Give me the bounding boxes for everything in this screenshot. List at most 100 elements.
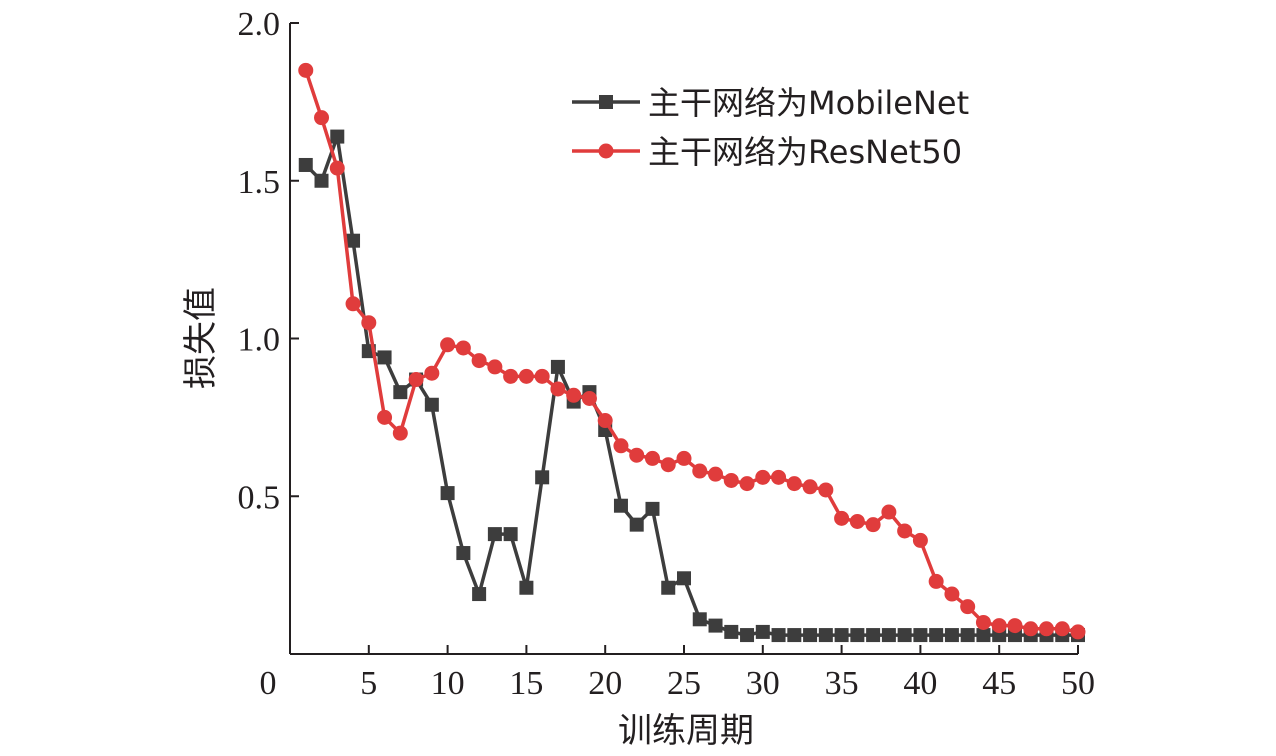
- data-point: [818, 628, 833, 643]
- y-tick-label: 1.5: [238, 164, 281, 201]
- data-point: [881, 628, 896, 643]
- data-point: [960, 599, 976, 615]
- y-axis-title: 损失值: [181, 287, 221, 389]
- data-point: [975, 614, 991, 630]
- data-point: [960, 628, 975, 643]
- data-point: [739, 476, 755, 492]
- tick-labels: 0 5 10 15 20 25 30 35 40 45 50 0.5 1.0 1.5 2.0: [238, 6, 1096, 702]
- data-point: [645, 501, 660, 516]
- data-point: [912, 532, 928, 548]
- x-tick-label: 10: [431, 665, 465, 702]
- data-point: [1070, 624, 1086, 640]
- data-point: [786, 476, 802, 492]
- data-point: [455, 340, 471, 356]
- data-point: [345, 296, 361, 312]
- data-point: [550, 381, 566, 397]
- y-tick-label: 0.5: [238, 479, 281, 516]
- data-point: [708, 466, 724, 482]
- data-point: [314, 110, 330, 126]
- data-point: [803, 628, 818, 643]
- legend-entry-0: 主干网络为MobileNet: [572, 84, 969, 122]
- data-point: [834, 510, 850, 526]
- data-point: [991, 618, 1007, 634]
- data-point: [519, 580, 534, 595]
- data-point: [1038, 621, 1054, 637]
- data-point: [471, 353, 487, 369]
- data-point: [897, 523, 913, 539]
- data-point: [503, 368, 519, 384]
- data-point: [771, 628, 786, 643]
- data-point: [456, 546, 471, 561]
- series-1: [298, 62, 1086, 640]
- y-tick-label: 2.0: [238, 6, 281, 43]
- x-tick-label: 25: [667, 665, 701, 702]
- data-point: [692, 463, 708, 479]
- legend-marker: [598, 143, 614, 159]
- x-tick-label: 15: [509, 665, 543, 702]
- data-point: [944, 628, 959, 643]
- legend-entry-1: 主干网络为ResNet50: [572, 133, 962, 171]
- data-point: [723, 472, 739, 488]
- data-point: [661, 580, 676, 595]
- data-point: [1007, 618, 1023, 634]
- series-layer: [298, 62, 1086, 643]
- data-point: [393, 385, 408, 400]
- data-point: [771, 469, 787, 485]
- data-point: [503, 527, 518, 542]
- data-point: [424, 365, 440, 381]
- data-point: [472, 587, 487, 602]
- data-point: [708, 618, 723, 633]
- data-point: [850, 628, 865, 643]
- data-point: [802, 479, 818, 495]
- data-point: [1054, 621, 1070, 637]
- data-point: [535, 470, 550, 485]
- x-tick-label: 35: [825, 665, 859, 702]
- x-tick-label: 40: [903, 665, 937, 702]
- data-point: [377, 409, 393, 425]
- data-point: [613, 438, 629, 454]
- data-point: [677, 571, 691, 586]
- data-point: [361, 315, 377, 331]
- data-point: [834, 628, 849, 643]
- data-point: [755, 469, 771, 485]
- data-point: [424, 397, 439, 412]
- data-point: [346, 233, 361, 248]
- data-point: [676, 450, 692, 466]
- data-point: [724, 624, 739, 639]
- legend-marker: [599, 95, 613, 109]
- data-point: [644, 450, 660, 466]
- data-point: [913, 628, 928, 643]
- x-tick-label: 50: [1061, 665, 1095, 702]
- data-point: [787, 628, 802, 643]
- data-point: [487, 527, 502, 542]
- data-point: [329, 160, 345, 176]
- data-point: [976, 628, 991, 643]
- data-point: [929, 628, 944, 643]
- data-point: [440, 486, 455, 501]
- data-point: [314, 173, 329, 188]
- data-point: [534, 368, 550, 384]
- data-point: [692, 612, 707, 627]
- data-point: [581, 390, 597, 406]
- data-point: [518, 368, 534, 384]
- data-point: [298, 157, 313, 172]
- x-tick-label: 5: [360, 665, 377, 702]
- data-point: [865, 517, 881, 533]
- data-point: [629, 447, 645, 463]
- data-point: [566, 387, 582, 403]
- axes: [289, 22, 1079, 655]
- data-point: [849, 513, 865, 529]
- data-point: [629, 517, 644, 532]
- data-point: [392, 425, 408, 441]
- data-point: [440, 337, 456, 353]
- data-point: [928, 573, 944, 589]
- data-point: [866, 628, 881, 643]
- data-point: [377, 350, 392, 365]
- y-tick-label: 1.0: [238, 322, 281, 359]
- data-point: [755, 624, 770, 639]
- data-point: [660, 457, 676, 473]
- data-point: [408, 372, 424, 388]
- data-point: [881, 504, 897, 520]
- data-point: [818, 482, 834, 498]
- legend-label: 主干网络为ResNet50: [648, 133, 962, 171]
